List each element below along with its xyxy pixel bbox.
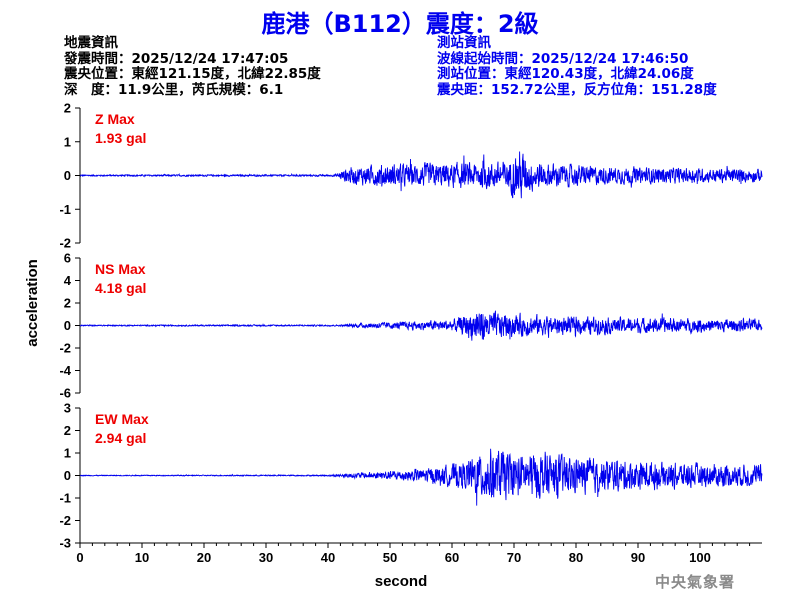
y-tick-label: -1 [59,202,71,217]
x-tick-label: 90 [631,550,645,565]
y-tick-label: -1 [59,491,71,506]
station-distance: 震央距：152.72公里，反方位角：151.28度 [437,81,717,98]
y-tick-label: 1 [64,446,71,461]
x-tick-label: 20 [197,550,211,565]
x-tick-label: 30 [259,550,273,565]
max-value: 1.93 gal [95,130,146,146]
waveform-trace-ew [79,448,763,506]
y-tick-label: -2 [59,236,71,251]
max-value: 2.94 gal [95,430,146,446]
y-tick-label: -3 [59,536,71,551]
y-tick-label: -4 [59,363,71,378]
x-tick-label: 10 [135,550,149,565]
y-tick-label: 0 [64,318,71,333]
quake-info: 地震資訊 發震時間：2025/12/24 17:47:05 震央位置：東經121… [64,35,321,98]
quake-depth-magnitude: 深 度：11.9公里，芮氏規模：6.1 [64,81,284,98]
y-tick-label: -2 [59,341,71,356]
station-info-heading: 測站資訊 [437,35,491,51]
y-tick-label: 2 [64,423,71,438]
quake-time: 發震時間：2025/12/24 17:47:05 [64,50,289,67]
max-label: EW Max [95,411,149,427]
page-title: 鹿港（B112）震度：2級 [261,10,539,38]
y-tick-label: 2 [64,101,71,116]
quake-epicenter: 震央位置：東經121.15度，北緯22.85度 [64,66,321,82]
y-tick-label: 6 [64,251,71,266]
max-value: 4.18 gal [95,280,146,296]
x-tick-label: 100 [689,550,711,565]
y-axis-label: acceleration [24,259,41,347]
y-tick-label: 4 [64,273,72,288]
panel-z: -2 -1 0 1 2 Z Max 1.93 gal [59,101,763,251]
station-wave-start: 波線起始時間：2025/12/24 17:46:50 [437,50,689,67]
x-tick-label: 0 [76,550,83,565]
max-label: Z Max [95,111,135,127]
y-tick-label: 3 [64,401,71,416]
waveform-trace-ns [79,310,763,341]
x-tick-label: 80 [569,550,583,565]
max-label: NS Max [95,261,146,277]
y-tick-label: 0 [64,468,71,483]
y-tick-label: -6 [59,386,71,401]
y-tick-label: 2 [64,296,71,311]
x-tick-label: 40 [321,550,335,565]
agency-watermark: 中央氣象署 [655,573,736,591]
panel-ns: -6 -4 -2 0 2 4 6 NS Max 4.18 gal [59,251,763,401]
x-tick-label: 70 [507,550,521,565]
y-tick-label: -2 [59,513,71,528]
x-axis-label: second [375,573,428,590]
y-tick-label: 1 [64,134,71,149]
quake-info-heading: 地震資訊 [64,35,118,51]
y-tick-label: 0 [64,168,71,183]
station-location: 測站位置：東經120.43度，北緯24.06度 [437,66,694,82]
station-info: 測站資訊 波線起始時間：2025/12/24 17:46:50 測站位置：東經1… [437,35,717,98]
x-tick-label: 50 [383,550,397,565]
x-tick-label: 60 [445,550,459,565]
panel-ew: -3 -2 -1 0 1 2 3 EW Max 2.94 gal [59,401,763,551]
waveform-trace-z [79,151,763,199]
